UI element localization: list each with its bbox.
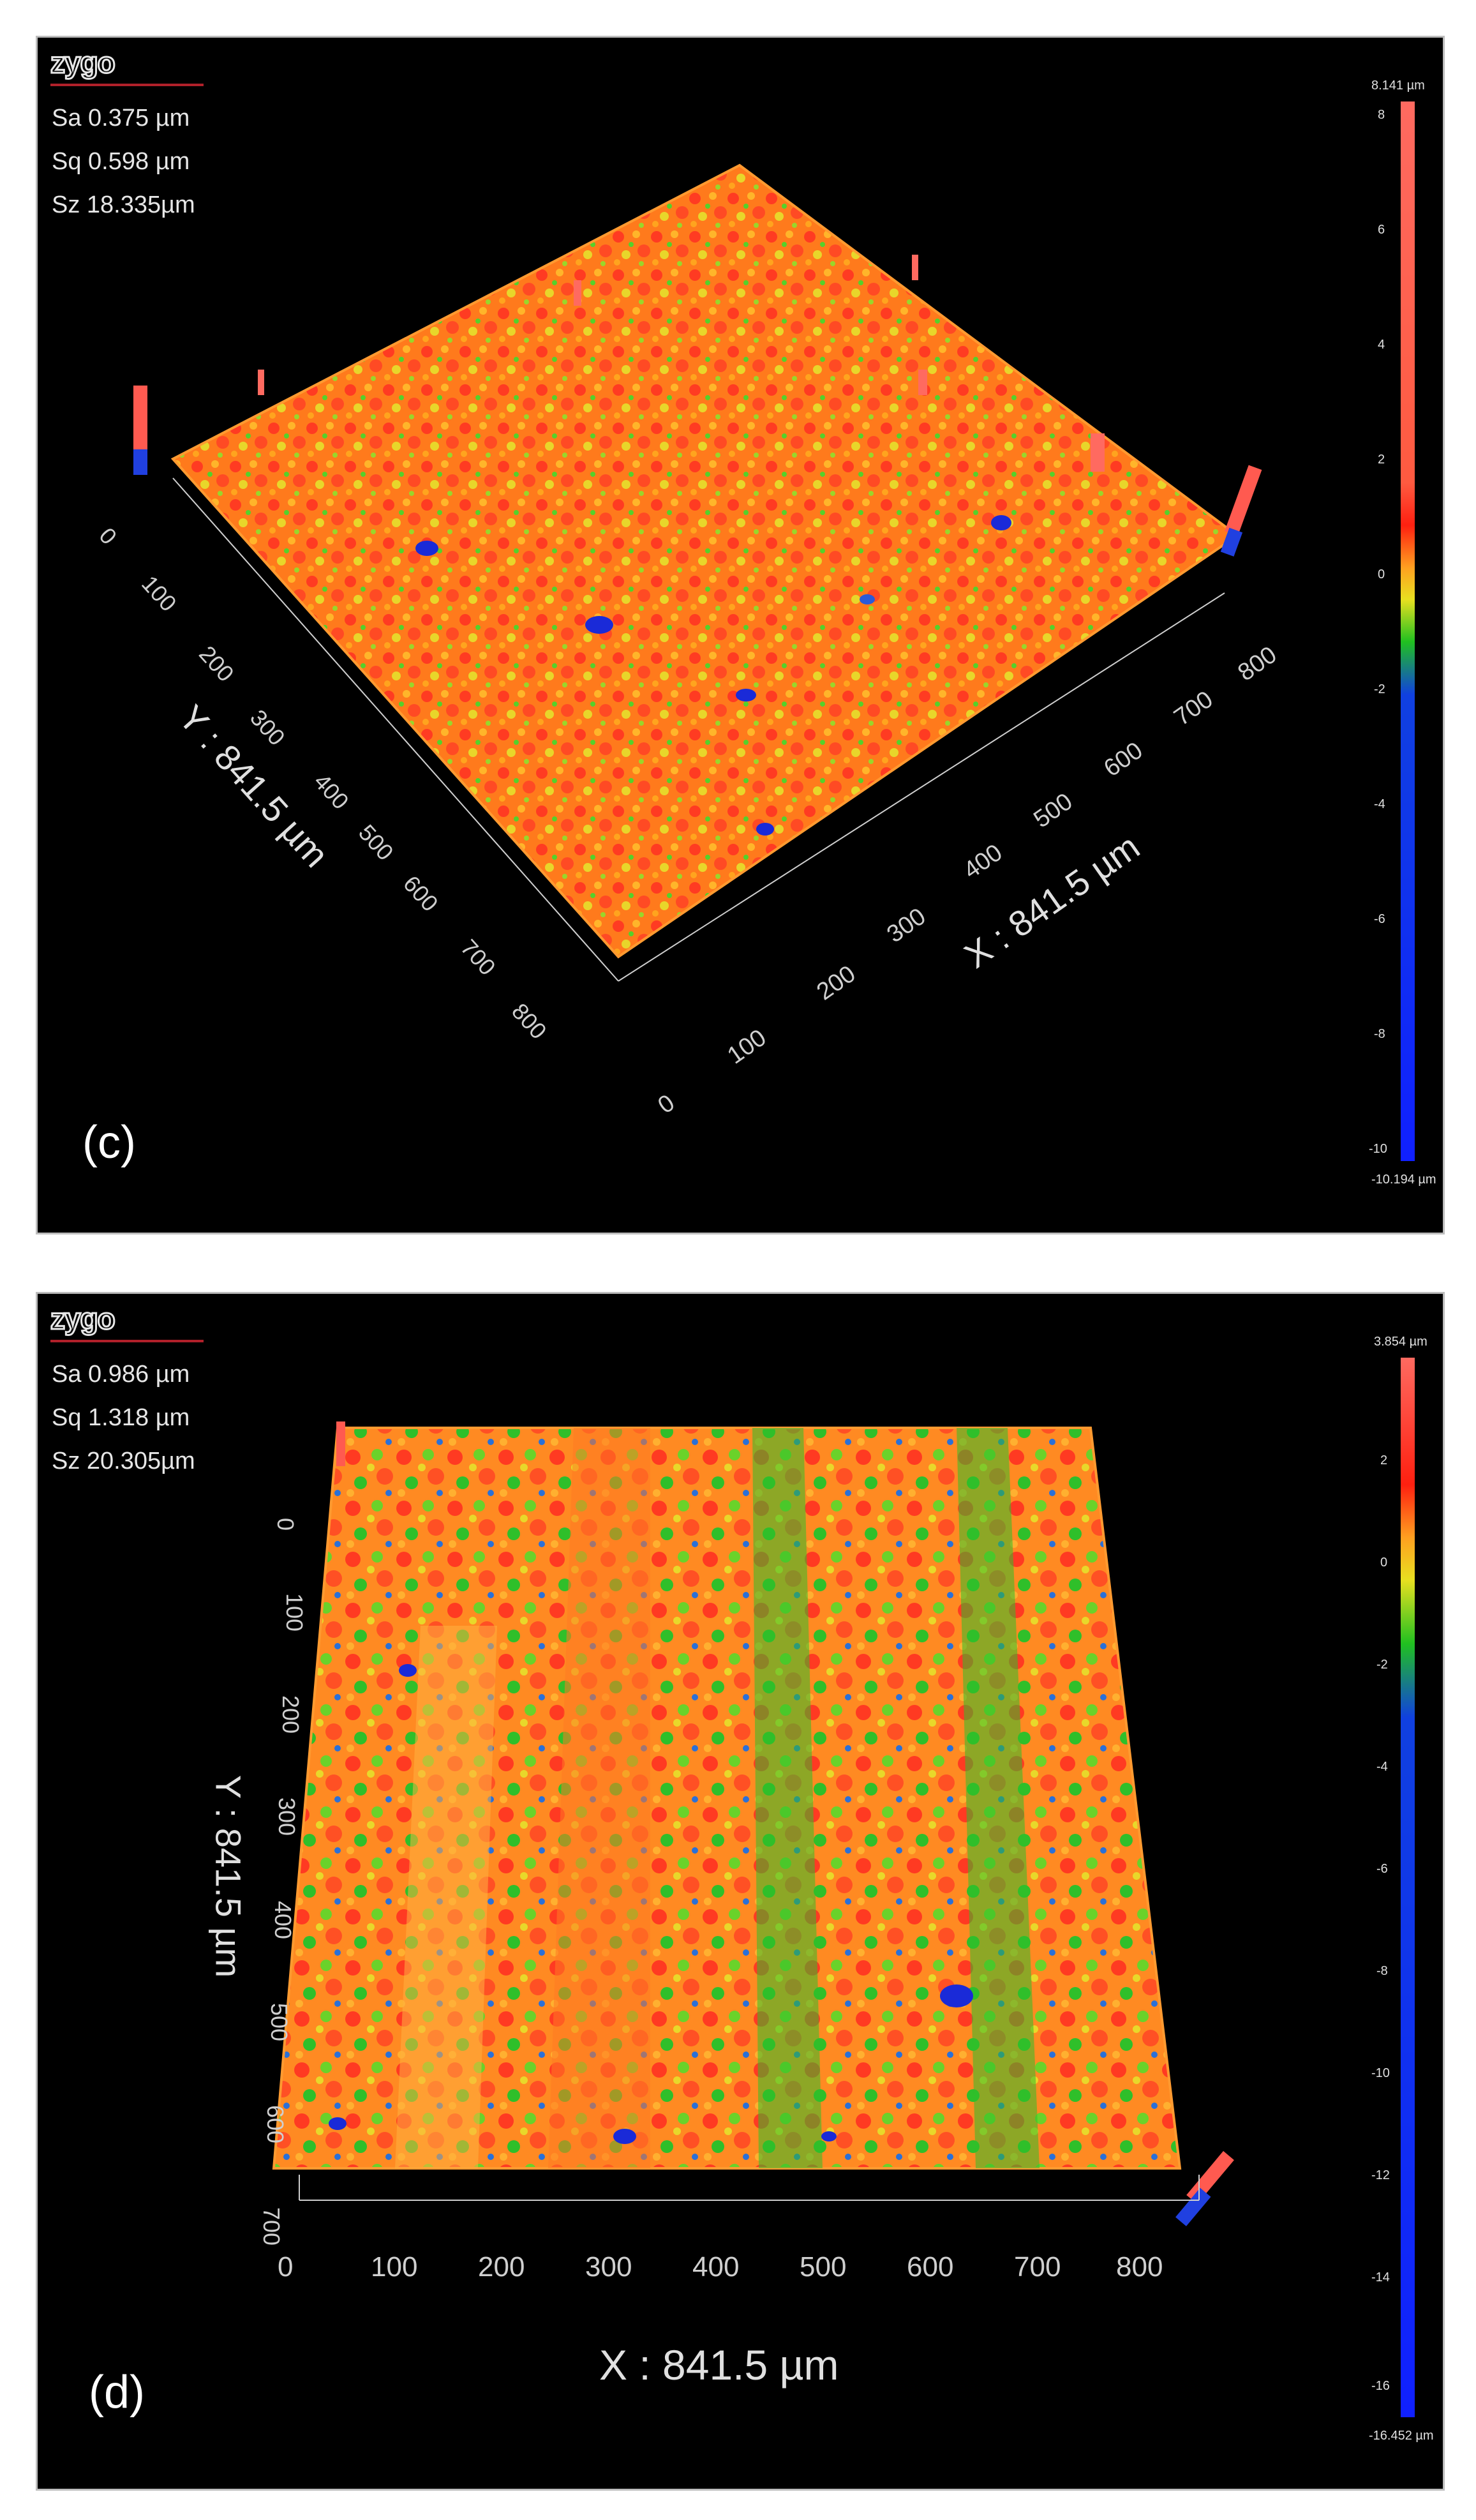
x-tick: 0 [278,2251,294,2283]
colorbar-min: -16.452 µm [1369,2429,1434,2443]
zygo-logo: zygo [50,1301,117,1337]
panel-d: zygo Sa 0.986 µm Sq 1.318 µm Sz 20.305µm… [36,1292,1445,2491]
colorbar-tick: -14 [1371,2270,1390,2284]
colorbar-tick: -2 [1374,682,1385,696]
colorbar-tick: 6 [1378,223,1385,237]
x-tick: 400 [692,2251,740,2283]
corner-marker-left [133,386,147,456]
y-tick: 0 [272,1517,299,1531]
streaks-d [395,1428,1040,2168]
panel-c: zygo Sa 0.375 µm Sq 0.598 µm Sz 18.335µm… [36,36,1445,1234]
colorbar-tick: -6 [1376,1862,1388,1876]
pits-d [329,1664,973,2144]
x-tick: 500 [800,2251,847,2283]
logo-underline [50,84,204,86]
pits-c [415,515,1011,836]
y-tick: 400 [270,1900,297,1940]
x-axis-label-d: X : 841.5 µm [599,2341,839,2389]
sa-value: Sa 0.375 µm [52,105,190,131]
x-tick: 800 [1116,2251,1163,2283]
colorbar-min: -10.194 µm [1371,1173,1436,1187]
colorbar-tick: -4 [1376,1760,1388,1774]
sq-value: Sq 1.318 µm [52,1404,190,1431]
sz-value: Sz 20.305µm [52,1448,195,1474]
colorbar-gradient-c [1401,101,1415,1161]
colorbar-tick: -12 [1371,2168,1390,2182]
y-tick: 200 [278,1695,304,1734]
colorbar-tick: -4 [1374,797,1385,811]
axes-frame-d [299,2175,1200,2201]
y-tick: 300 [274,1797,301,1836]
x-tick: 600 [907,2251,954,2283]
colorbar-tick: 4 [1378,338,1385,352]
y-tick: 100 [281,1593,308,1632]
x-tick: 200 [478,2251,525,2283]
spikes-c [258,255,1105,472]
surface-c [170,163,1240,959]
colorbar-tick: -6 [1374,912,1385,926]
colorbar-max: 3.854 µm [1374,1335,1428,1349]
x-tick: 700 [1014,2251,1061,2283]
colorbar-tick: 2 [1378,453,1385,467]
sq-value: Sq 0.598 µm [52,148,190,175]
colorbar-tick: -16 [1371,2379,1390,2393]
colorbar-tick: -8 [1376,1964,1388,1978]
colorbar-tick: -10 [1369,1142,1387,1156]
y-tick: 700 [258,2207,285,2246]
colorbar-tick: 0 [1380,1556,1388,1570]
roughness-params-d: Sa 0.986 µm Sq 1.318 µm Sz 20.305µm [52,1353,195,1483]
colorbar-tick: -10 [1371,2066,1390,2080]
colorbar-tick: -8 [1374,1027,1385,1041]
colorbar-tick: 0 [1378,567,1385,581]
panel-label-c: (c) [82,1117,136,1168]
y-tick: 600 [262,2104,289,2144]
logo-underline [50,1340,204,1342]
surface-d [272,1427,1182,2170]
sa-value: Sa 0.986 µm [52,1361,190,1388]
surface-plot-d [272,1421,1234,2226]
panel-label-d: (d) [89,2367,145,2418]
y-tick: 500 [266,2002,293,2042]
x-tick: 300 [585,2251,632,2283]
colorbar-gradient-d [1401,1358,1415,2417]
axes-frame-c [172,477,1225,982]
surface-plot-c [133,163,1262,982]
x-tick: 100 [371,2251,418,2283]
colorbar-max: 8.141 µm [1371,79,1425,93]
colorbar-tick: 2 [1380,1453,1388,1467]
zygo-logo: zygo [50,45,117,80]
colorbar-tick: 8 [1378,108,1385,122]
y-axis-label-d: Y : 841.5 µm [208,1774,249,1978]
corner-marker-left [336,1421,345,1466]
colorbar-tick: -2 [1376,1658,1388,1672]
sz-value: Sz 18.335µm [52,191,195,218]
roughness-params-c: Sa 0.375 µm Sq 0.598 µm Sz 18.335µm [52,96,195,227]
